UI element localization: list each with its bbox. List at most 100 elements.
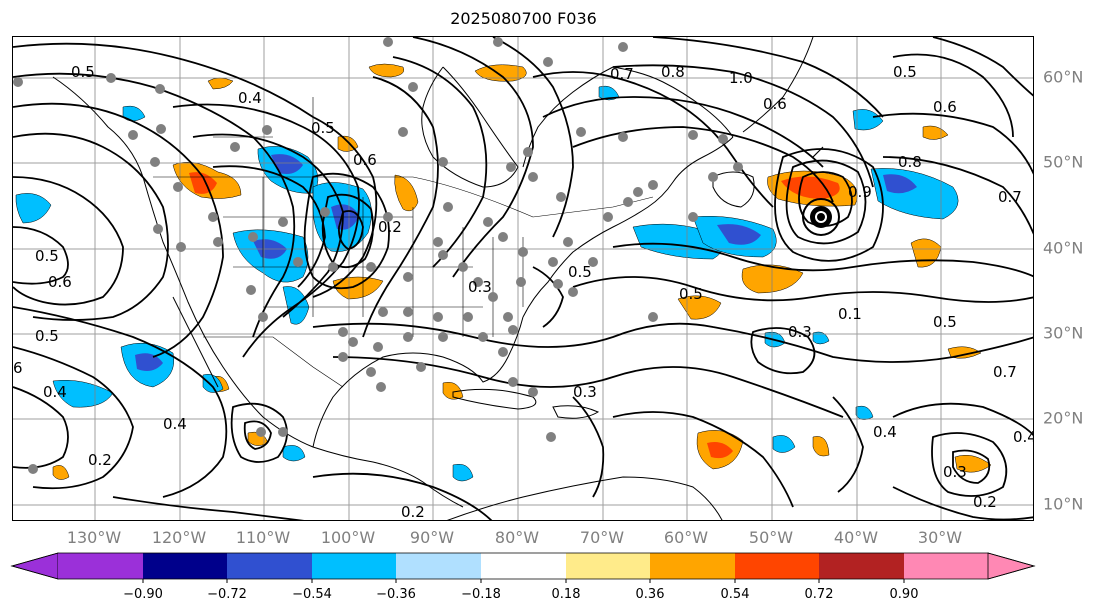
colorbar — [10, 552, 1036, 583]
shade-orange — [677, 295, 722, 320]
lat-label: 10°N — [1043, 494, 1084, 514]
lat-label: 50°N — [1043, 152, 1084, 172]
station-markers — [13, 37, 743, 474]
coastline-south-america — [446, 476, 723, 520]
shade-red — [781, 176, 840, 199]
shade-orange — [474, 64, 527, 82]
shading-layer — [15, 63, 992, 482]
colorbar-extend-low — [10, 552, 59, 580]
shade-darkblue — [717, 224, 761, 245]
contour-labels: 0.5 0.4 0.5 0.6 0.7 0.8 1.0 0.6 0.8 0.7 … — [13, 63, 1034, 521]
shade-orange — [922, 125, 949, 140]
shade-orange — [394, 174, 419, 212]
lon-label: 110°W — [235, 528, 291, 547]
contour-label: 0.6 — [48, 273, 72, 291]
contour-label: 0.5 — [71, 63, 95, 81]
colorbar-segment — [312, 553, 396, 579]
contour-label: 0.2 — [401, 503, 425, 521]
colorbar-segment — [481, 553, 566, 579]
contour-label: 0.4 — [43, 383, 67, 401]
shade-darkblue — [135, 353, 163, 371]
lon-label: 80°W — [494, 528, 540, 547]
coastline-greenland — [742, 37, 814, 133]
contour-lines — [13, 37, 1033, 520]
us-canada-border — [153, 176, 654, 218]
contour-label: 0.4 — [238, 89, 262, 107]
shade-orange — [947, 346, 982, 359]
colorbar-outline — [10, 552, 1036, 580]
coastline-baja — [172, 296, 219, 388]
colorbar-tick: −0.18 — [461, 587, 501, 602]
lon-label: 120°W — [151, 528, 207, 547]
colorbar-segment — [904, 553, 988, 579]
lat-label: 40°N — [1043, 238, 1084, 258]
contour-label: 0.3 — [573, 383, 597, 401]
colorbar-segment — [650, 553, 735, 579]
shade-blue — [122, 105, 146, 122]
shade-blue — [855, 405, 874, 420]
shade-blue — [52, 380, 114, 408]
contour-label: 0.6 — [353, 151, 377, 169]
colorbar-segment — [58, 553, 143, 579]
contour-label: 0.5 — [311, 119, 335, 137]
shade-orange — [741, 264, 804, 294]
contour-label: 0.4 — [163, 415, 187, 433]
contour-label: 0.3 — [468, 278, 492, 296]
shade-orange — [332, 276, 384, 300]
colorbar-tick: −0.72 — [207, 587, 247, 602]
coastline-west-north-america — [52, 76, 464, 508]
colorbar-tick: −0.36 — [376, 587, 416, 602]
coastline-hudson-bay — [421, 66, 519, 188]
contour-label: 0.5 — [568, 263, 592, 281]
colorbar-segment — [735, 553, 819, 579]
contour-label: 0.5 — [35, 327, 59, 345]
map-canvas: 0.5 0.4 0.5 0.6 0.7 0.8 1.0 0.6 0.8 0.7 … — [13, 37, 1034, 521]
map-title: 2025080700 F036 — [450, 9, 597, 28]
contour-label: 0.3 — [788, 323, 812, 341]
contour-label: 0.8 — [898, 153, 922, 171]
colorbar-segment — [143, 553, 227, 579]
contour-label: 6 — [13, 359, 23, 377]
storm-center — [802, 198, 840, 236]
colorbar-tick: 0.54 — [720, 587, 750, 602]
contour-label: 0.5 — [893, 63, 917, 81]
lon-label: 90°W — [409, 528, 455, 547]
shade-blue — [772, 435, 796, 453]
colorbar-segment — [227, 553, 312, 579]
lat-label: 20°N — [1043, 408, 1084, 428]
colorbar-segment — [396, 553, 481, 579]
contour-label: 0.5 — [933, 313, 957, 331]
contour-label: 0.8 — [661, 63, 685, 81]
colorbar-segment — [819, 553, 904, 579]
shade-red — [189, 172, 217, 194]
shade-blue — [452, 464, 474, 482]
colorbar-tick: −0.90 — [123, 587, 163, 602]
colorbar-extend-high — [987, 552, 1036, 580]
contour-label: 0.4 — [1013, 428, 1034, 446]
contour-label: 0.6 — [933, 98, 957, 116]
lat-label: 60°N — [1043, 67, 1084, 87]
shade-orange — [910, 238, 942, 268]
lon-label: 50°W — [748, 528, 794, 547]
shade-orange — [207, 77, 234, 90]
contour-label: 0.4 — [873, 423, 897, 441]
contour-label: 0.2 — [973, 493, 997, 511]
contour-label: 0.7 — [610, 65, 634, 83]
us-mexico-border — [203, 336, 344, 388]
contour-label: 0.7 — [998, 188, 1022, 206]
shade-blue — [15, 193, 52, 224]
contour-label: 0.3 — [943, 463, 967, 481]
colorbar-segment — [566, 553, 650, 579]
borders — [153, 97, 654, 388]
lon-label: 130°W — [66, 528, 122, 547]
shade-darkblue — [883, 174, 917, 194]
shade-orange — [52, 465, 70, 480]
lon-label: 70°W — [579, 528, 625, 547]
shade-orange — [812, 436, 830, 457]
lon-label: 60°W — [663, 528, 709, 547]
shade-blue — [852, 109, 884, 131]
shade-orange — [954, 455, 992, 473]
contour-label: 0.2 — [378, 218, 402, 236]
coastline-newfoundland — [712, 171, 755, 208]
lat-label: 30°N — [1043, 323, 1084, 343]
